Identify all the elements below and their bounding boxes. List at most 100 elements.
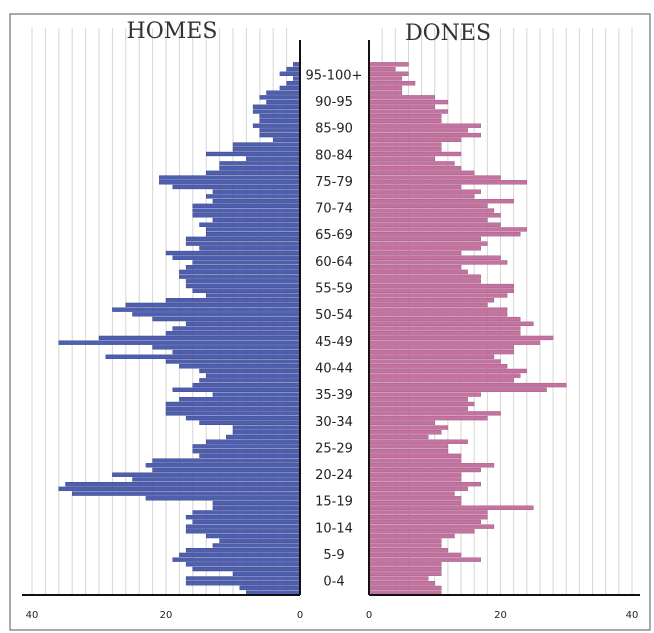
- dones-bar: [368, 548, 449, 553]
- dones-bar: [368, 378, 514, 383]
- dones-bar: [368, 557, 481, 562]
- dones-bar: [368, 420, 435, 425]
- dones-bar: [368, 359, 501, 364]
- dones-bar: [368, 293, 508, 298]
- dones-bar: [368, 274, 481, 279]
- homes-bar: [259, 128, 301, 133]
- homes-bar: [219, 165, 301, 171]
- homes-bar: [185, 279, 301, 284]
- dones-bar: [368, 453, 462, 459]
- dones-bar: [368, 217, 488, 223]
- dones-bar: [368, 519, 481, 525]
- left-panel-label: HOMES: [127, 19, 218, 44]
- dones-bar: [368, 566, 442, 572]
- dones-bar: [368, 109, 449, 114]
- dones-bar: [368, 283, 514, 289]
- age-group-label: 80-84: [315, 148, 353, 163]
- dones-bar: [368, 156, 435, 161]
- homes-bar: [192, 566, 301, 572]
- homes-bar: [71, 491, 301, 496]
- homes-bar: [232, 147, 301, 152]
- homes-bar: [252, 104, 301, 109]
- homes-bar: [192, 288, 301, 293]
- homes-bar: [172, 255, 301, 260]
- homes-bar: [132, 312, 301, 317]
- dones-bar: [368, 316, 521, 322]
- homes-bar: [185, 415, 301, 421]
- dones-bar: [368, 486, 468, 492]
- dones-bar: [368, 161, 455, 166]
- dones-bar: [368, 552, 462, 558]
- dones-bar: [368, 298, 495, 303]
- homes-bar: [259, 95, 301, 100]
- homes-bar: [192, 203, 301, 209]
- homes-bar: [232, 430, 301, 435]
- dones-bar: [368, 439, 468, 444]
- dones-bar: [368, 434, 429, 440]
- age-group-label: 60-64: [315, 255, 353, 270]
- dones-bar: [368, 213, 501, 218]
- dones-bar: [368, 302, 488, 308]
- homes-bar: [199, 222, 301, 227]
- homes-bar: [199, 453, 301, 459]
- homes-bar: [132, 477, 301, 482]
- dones-bar: [368, 444, 449, 449]
- dones-bar: [368, 85, 403, 91]
- dones-bar: [368, 132, 481, 138]
- homes-bar: [65, 481, 301, 487]
- dones-bar: [368, 373, 521, 378]
- homes-bar: [172, 387, 301, 392]
- dones-bar: [368, 481, 481, 487]
- homes-bar: [179, 274, 301, 279]
- dones-bar: [368, 114, 442, 119]
- homes-bar: [179, 269, 301, 275]
- homes-bar: [219, 538, 301, 543]
- homes-bar: [145, 463, 301, 468]
- age-group-label: 0-4: [323, 575, 344, 590]
- dones-bar: [368, 137, 462, 142]
- homes-bar: [212, 217, 301, 223]
- homes-bar: [125, 302, 301, 308]
- homes-bar: [165, 411, 301, 416]
- homes-bar: [199, 378, 301, 383]
- homes-bar: [199, 246, 301, 251]
- homes-bar: [112, 307, 301, 312]
- dones-bar: [368, 382, 567, 388]
- dones-bar: [368, 463, 495, 468]
- dones-bar: [368, 279, 481, 284]
- dones-bar: [368, 198, 514, 204]
- dones-bar: [368, 227, 528, 232]
- dones-bar: [368, 368, 528, 374]
- homes-bar: [152, 345, 301, 350]
- homes-bar: [219, 161, 301, 166]
- homes-bar: [179, 364, 301, 369]
- dones-bar: [368, 118, 442, 124]
- age-group-label: 45-49: [315, 335, 353, 350]
- dones-bar: [368, 430, 442, 435]
- dones-bar: [368, 123, 481, 128]
- homes-bar: [159, 175, 301, 180]
- homes-bar: [165, 298, 301, 303]
- x-tick-label: 40: [26, 610, 39, 621]
- dones-bar: [368, 331, 521, 336]
- homes-bar: [252, 123, 301, 128]
- homes-bar: [259, 132, 301, 138]
- dones-bar: [368, 467, 481, 473]
- homes-bar: [212, 543, 301, 548]
- dones-bar: [368, 505, 534, 510]
- x-tick-label: 40: [626, 610, 639, 621]
- homes-bar: [185, 562, 301, 567]
- x-tick-label: 0: [366, 610, 372, 621]
- dones-bar: [368, 265, 462, 270]
- dones-bar: [368, 194, 475, 199]
- dones-bar: [368, 99, 449, 105]
- homes-bar: [152, 467, 301, 473]
- dones-bar: [368, 401, 475, 407]
- dones-bar: [368, 349, 514, 355]
- dones-bar: [368, 515, 488, 520]
- homes-bar: [212, 198, 301, 204]
- dones-bar: [368, 321, 534, 326]
- homes-bar: [286, 81, 301, 86]
- dones-bar: [368, 66, 396, 72]
- dones-bar: [368, 312, 508, 317]
